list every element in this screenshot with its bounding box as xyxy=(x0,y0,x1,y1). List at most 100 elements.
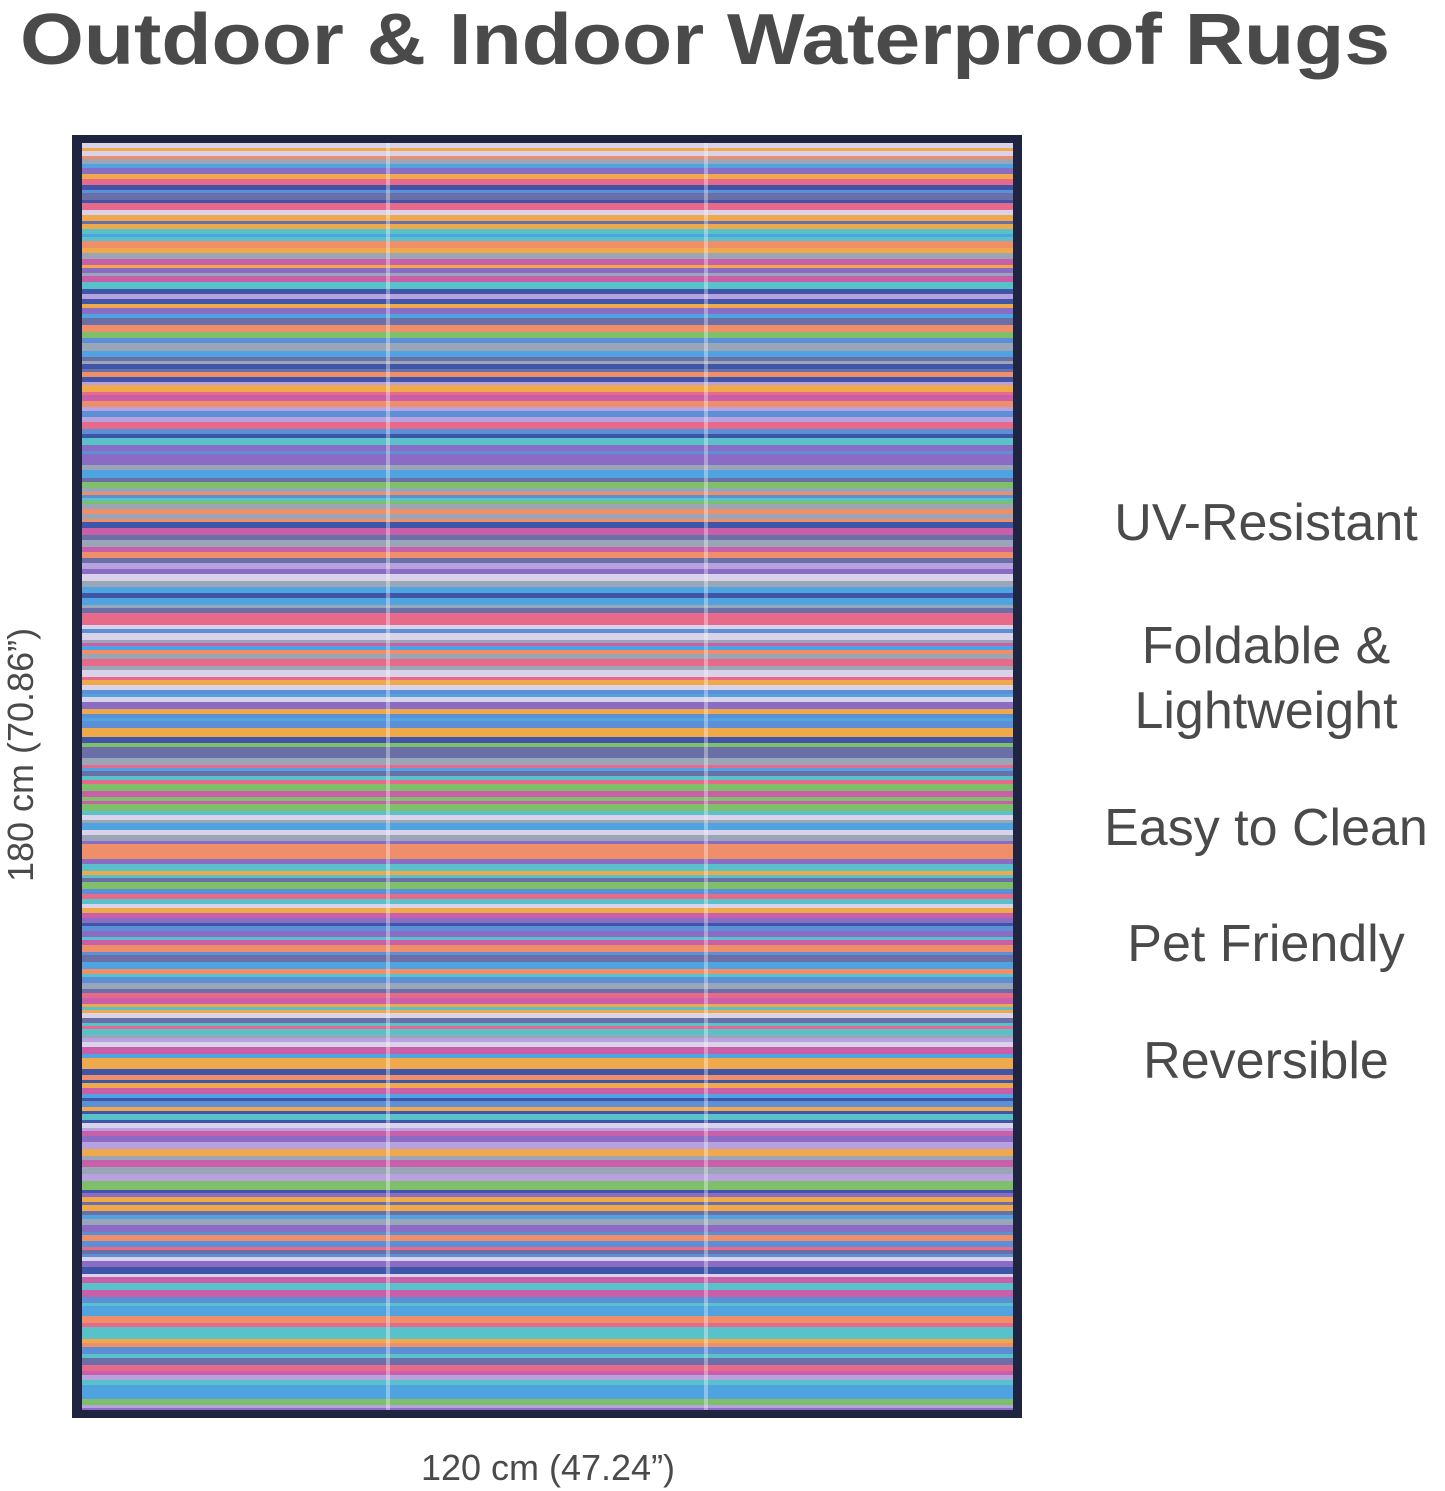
stripe xyxy=(82,338,1013,343)
rug-stripes xyxy=(82,143,1013,1410)
stripe xyxy=(82,1277,1013,1283)
stripe xyxy=(82,314,1013,318)
stripe xyxy=(82,694,1013,697)
stripe xyxy=(82,791,1013,797)
stripe xyxy=(82,445,1013,451)
stripe xyxy=(82,937,1013,940)
stripe xyxy=(82,460,1013,465)
stripe xyxy=(82,643,1013,646)
stripe xyxy=(82,492,1013,495)
stripe xyxy=(82,1306,1013,1311)
stripe xyxy=(82,765,1013,768)
stripe xyxy=(82,1215,1013,1219)
stripe xyxy=(82,1026,1013,1029)
stripe xyxy=(82,670,1013,677)
stripe xyxy=(82,955,1013,962)
stripe xyxy=(82,685,1013,690)
height-label: 180 cm (70.86”) xyxy=(0,628,41,882)
stripe xyxy=(82,1111,1013,1114)
stripe xyxy=(82,1297,1013,1303)
stripe xyxy=(82,940,1013,945)
stripe xyxy=(82,613,1013,619)
stripe xyxy=(82,501,1013,504)
stripe xyxy=(82,200,1013,203)
stripe xyxy=(82,1399,1013,1405)
stripe xyxy=(82,241,1013,244)
stripe xyxy=(82,190,1013,193)
stripe xyxy=(82,918,1013,923)
stripe xyxy=(82,1405,1013,1408)
stripe xyxy=(82,382,1013,385)
stripe xyxy=(82,605,1013,608)
stripe xyxy=(82,478,1013,482)
stripe xyxy=(82,1047,1013,1054)
stripe xyxy=(82,913,1013,918)
stripe xyxy=(82,377,1013,382)
stripe xyxy=(82,1114,1013,1120)
stripe xyxy=(82,229,1013,234)
stripe xyxy=(82,904,1013,908)
stripe xyxy=(82,325,1013,332)
stripe xyxy=(82,702,1013,709)
stripe xyxy=(82,1035,1013,1038)
stripe xyxy=(82,1267,1013,1271)
stripe xyxy=(82,962,1013,969)
stripe xyxy=(82,514,1013,519)
stripe xyxy=(82,1327,1013,1333)
stripe xyxy=(82,174,1013,179)
stripe xyxy=(82,1128,1013,1131)
stripe xyxy=(82,1136,1013,1142)
stripe xyxy=(82,1247,1013,1250)
stripe xyxy=(82,889,1013,894)
width-label: 120 cm (47.24”) xyxy=(421,1447,675,1488)
stripe xyxy=(82,1101,1013,1107)
stripe xyxy=(82,1142,1013,1149)
stripe xyxy=(82,640,1013,643)
stripe xyxy=(82,1149,1013,1156)
stripe xyxy=(82,221,1013,224)
stripe xyxy=(82,784,1013,791)
stripe xyxy=(82,1131,1013,1136)
stripe xyxy=(82,361,1013,364)
stripe xyxy=(82,894,1013,899)
stripe xyxy=(82,237,1013,241)
stripe xyxy=(82,848,1013,854)
stripe xyxy=(82,854,1013,859)
stripe xyxy=(82,369,1013,372)
stripe xyxy=(82,203,1013,210)
stripe xyxy=(82,697,1013,702)
stripe xyxy=(82,1241,1013,1247)
stripe xyxy=(82,244,1013,248)
stripe xyxy=(82,650,1013,654)
stripe xyxy=(82,969,1013,974)
stripe xyxy=(82,569,1013,574)
stripe xyxy=(82,1303,1013,1306)
stripe xyxy=(82,801,1013,804)
stripe xyxy=(82,1371,1013,1375)
stripe xyxy=(82,608,1013,613)
stripe xyxy=(82,148,1013,151)
stripe xyxy=(82,771,1013,776)
stripe xyxy=(82,185,1013,190)
stripe xyxy=(82,923,1013,926)
stripe xyxy=(82,1392,1013,1399)
stripe xyxy=(82,488,1013,492)
stripe xyxy=(82,633,1013,640)
stripe xyxy=(82,265,1013,268)
stripe xyxy=(82,441,1013,445)
stripe xyxy=(82,429,1013,434)
fold-line xyxy=(386,143,390,1410)
stripe xyxy=(82,797,1013,801)
stripe xyxy=(82,659,1013,666)
stripe xyxy=(82,470,1013,473)
stripe xyxy=(82,952,1013,955)
stripe xyxy=(82,989,1013,993)
stripe xyxy=(82,815,1013,820)
stripe xyxy=(82,1107,1013,1111)
stripe xyxy=(82,224,1013,229)
stripe xyxy=(82,282,1013,289)
stripe xyxy=(82,552,1013,558)
stripe xyxy=(82,168,1013,174)
feature: Reversible xyxy=(1143,1032,1389,1090)
stripe xyxy=(82,1032,1013,1035)
